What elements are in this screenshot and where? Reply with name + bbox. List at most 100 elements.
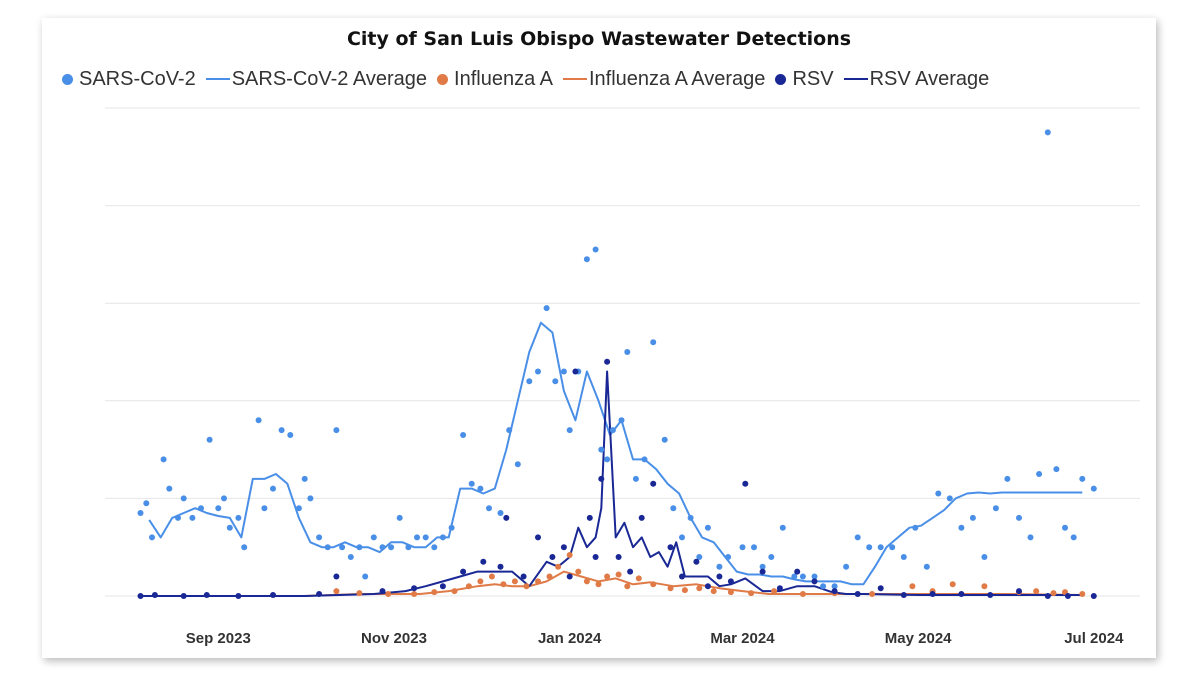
data-point-sars-cov-2 xyxy=(618,417,625,424)
x-tick-label: Sep 2023 xyxy=(186,630,251,647)
data-point-rsv xyxy=(615,554,622,560)
data-point-sars-cov-2 xyxy=(324,544,331,551)
series-line-influenza-a-average xyxy=(140,570,1083,597)
data-point-sars-cov-2 xyxy=(295,505,302,512)
chart-card: City of San Luis Obispo Wastewater Detec… xyxy=(42,18,1156,658)
legend-item-rsv-average[interactable]: RSV Average xyxy=(843,67,990,91)
data-point-rsv xyxy=(151,592,158,598)
legend-label: RSV Average xyxy=(869,67,990,90)
data-point-sars-cov-2 xyxy=(1070,534,1077,541)
data-point-sars-cov-2 xyxy=(448,524,455,531)
data-point-rsv xyxy=(480,558,487,565)
data-point-rsv xyxy=(716,573,723,580)
data-point-rsv xyxy=(535,534,541,541)
data-point-sars-cov-2 xyxy=(779,524,786,531)
data-point-sars-cov-2 xyxy=(543,305,550,312)
data-point-sars-cov-2 xyxy=(1062,524,1068,531)
data-point-sars-cov-2 xyxy=(791,573,798,580)
data-point-sars-cov-2 xyxy=(396,514,403,521)
data-point-rsv xyxy=(693,558,700,565)
data-point-sars-cov-2 xyxy=(316,534,323,541)
legend-marker-dot xyxy=(775,73,787,85)
chart-title: City of San Luis Obispo Wastewater Detec… xyxy=(346,28,852,50)
data-point-sars-cov-2 xyxy=(460,432,467,438)
data-point-rsv xyxy=(650,480,657,487)
data-point-sars-cov-2 xyxy=(799,573,806,580)
data-point-influenza-a xyxy=(696,585,703,592)
data-point-rsv xyxy=(497,563,504,570)
data-point-sars-cov-2 xyxy=(356,544,363,551)
data-point-sars-cov-2 xyxy=(422,534,429,541)
data-point-sars-cov-2 xyxy=(526,378,533,385)
data-point-sars-cov-2 xyxy=(235,514,242,521)
data-point-sars-cov-2 xyxy=(751,544,757,551)
data-point-sars-cov-2 xyxy=(696,554,703,560)
data-point-sars-cov-2 xyxy=(935,490,942,497)
data-point-rsv xyxy=(560,544,567,551)
legend-item-sars-cov-2-average[interactable]: SARS-CoV-2 Average xyxy=(205,67,428,91)
data-point-sars-cov-2 xyxy=(854,534,861,541)
data-point-sars-cov-2 xyxy=(1027,534,1034,541)
data-point-sars-cov-2 xyxy=(1016,514,1022,521)
data-point-rsv xyxy=(503,514,510,521)
data-point-sars-cov-2 xyxy=(215,505,222,512)
data-point-influenza-a xyxy=(500,581,507,588)
data-point-sars-cov-2 xyxy=(811,573,818,580)
legend-label: SARS-CoV-2 Average xyxy=(231,67,428,90)
data-point-sars-cov-2 xyxy=(414,534,420,541)
data-point-sars-cov-2 xyxy=(900,554,907,560)
data-point-influenza-a xyxy=(799,591,806,597)
data-point-sars-cov-2 xyxy=(497,510,504,516)
data-point-sars-cov-2 xyxy=(180,495,187,502)
x-tick-label: Nov 2023 xyxy=(361,630,427,647)
data-point-sars-cov-2 xyxy=(486,505,492,512)
data-point-influenza-a xyxy=(555,563,562,570)
data-point-rsv xyxy=(679,573,685,580)
legend-item-sars-cov-2[interactable]: SARS-CoV-2 xyxy=(62,68,196,91)
data-point-sars-cov-2 xyxy=(535,368,541,375)
data-point-sars-cov-2 xyxy=(278,427,285,434)
data-point-sars-cov-2 xyxy=(149,534,155,541)
data-point-rsv xyxy=(520,573,527,580)
data-point-rsv xyxy=(235,593,242,599)
data-point-rsv xyxy=(460,568,467,575)
data-point-sars-cov-2 xyxy=(661,436,668,443)
data-point-influenza-a xyxy=(583,578,590,585)
plot-area: Sep 2023 Nov 2023 Jan 2024 Mar 2024 May 2024… xyxy=(105,107,1140,647)
data-point-sars-cov-2 xyxy=(716,563,723,570)
data-point-influenza-a xyxy=(710,588,717,595)
data-point-sars-cov-2 xyxy=(339,544,346,551)
data-point-rsv xyxy=(831,588,838,595)
data-point-rsv xyxy=(900,592,907,598)
data-point-sars-cov-2 xyxy=(1004,475,1011,482)
data-point-sars-cov-2 xyxy=(946,495,953,502)
data-point-rsv xyxy=(987,592,994,598)
data-point-sars-cov-2 xyxy=(226,524,233,531)
data-point-rsv xyxy=(627,568,634,575)
data-point-rsv xyxy=(742,480,749,487)
data-point-influenza-a xyxy=(604,573,611,580)
data-point-sars-cov-2 xyxy=(189,514,196,521)
data-point-sars-cov-2 xyxy=(768,554,775,560)
legend-item-influenza-a-average[interactable]: Influenza A Average xyxy=(562,68,765,91)
x-tick-label: May 2024 xyxy=(885,630,952,647)
data-point-rsv xyxy=(704,583,711,590)
data-point-influenza-a xyxy=(411,591,418,597)
legend-marker-dot xyxy=(437,73,449,85)
data-point-rsv xyxy=(794,568,801,575)
data-point-rsv xyxy=(586,514,593,521)
data-point-rsv xyxy=(572,368,579,375)
data-point-rsv xyxy=(1016,588,1022,595)
series-line-rsv-average xyxy=(140,370,1083,597)
data-point-sars-cov-2 xyxy=(912,524,919,531)
legend-item-rsv[interactable]: RSV xyxy=(775,68,834,91)
data-point-rsv xyxy=(811,578,818,585)
data-point-sars-cov-2 xyxy=(624,349,631,355)
data-point-sars-cov-2 xyxy=(198,505,204,512)
data-point-influenza-a xyxy=(771,588,778,595)
legend-item-influenza-a[interactable]: Influenza A xyxy=(437,68,553,91)
data-point-sars-cov-2 xyxy=(307,495,314,502)
data-point-influenza-a xyxy=(635,575,642,582)
data-point-sars-cov-2 xyxy=(301,475,308,482)
data-point-influenza-a xyxy=(488,573,495,580)
